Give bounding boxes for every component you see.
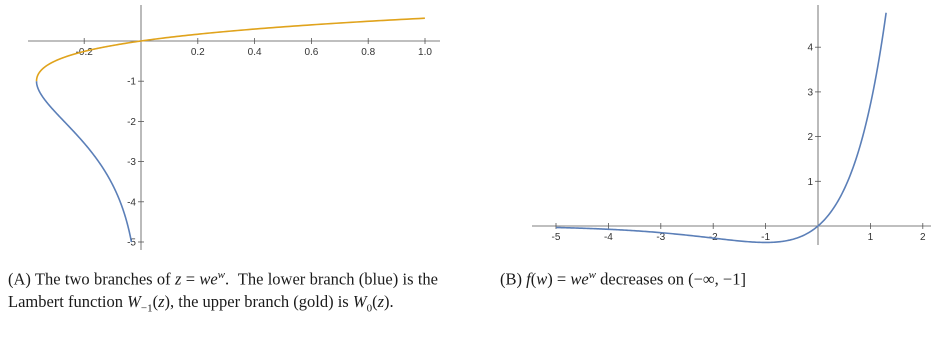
panel-a: -0.2 0.2 0.4 0.6 0.8 1.0 -1 -2 -3 -4 -5 (A) The tw… (0, 0, 460, 352)
series-f (555, 12, 887, 244)
y-tick-label: -5 (127, 238, 136, 249)
caption-b: (B) f(w) = wew decreases on (−∞, −1] (500, 269, 746, 289)
x-tick-label: 0.4 (248, 47, 262, 58)
x-tick-label: 2 (920, 232, 926, 243)
y-tick-label: -1 (127, 77, 136, 88)
y-tick-label: -3 (127, 157, 136, 168)
series-upper-branch (35, 17, 425, 82)
x-tick-label: 1.0 (418, 47, 432, 58)
x-tick-label: -0.2 (76, 47, 94, 58)
caption-a-tag: (A) (8, 269, 31, 289)
x-tick-label: 0.8 (361, 47, 375, 58)
y-tick-label: -2 (127, 117, 136, 128)
y-tick-label: 3 (807, 87, 813, 98)
x-tick-label: 0.2 (191, 47, 205, 58)
x-tick-label: 1 (868, 232, 874, 243)
x-tick-label: -1 (761, 232, 770, 243)
y-tick-label: 4 (807, 43, 813, 54)
caption-b-tag: (B) (500, 269, 523, 289)
panel-b: -5 -4 -3 -2 -1 1 2 1 2 3 4 (B) f(w) = wew decrease… (470, 0, 931, 352)
chart-a: -0.2 0.2 0.4 0.6 0.8 1.0 -1 -2 -3 -4 -5 (28, 5, 440, 250)
y-tick-label: 2 (807, 132, 813, 143)
x-tick-label: -5 (552, 232, 561, 243)
caption-a: (A) The two branches of z = wew. The low… (8, 269, 438, 314)
series-lower-branch (35, 81, 133, 243)
y-tick-label: 1 (807, 177, 813, 188)
x-tick-label: -4 (604, 232, 613, 243)
x-tick-label: 0.6 (304, 47, 318, 58)
x-tick-label: -3 (656, 232, 665, 243)
y-tick-label: -4 (127, 197, 136, 208)
